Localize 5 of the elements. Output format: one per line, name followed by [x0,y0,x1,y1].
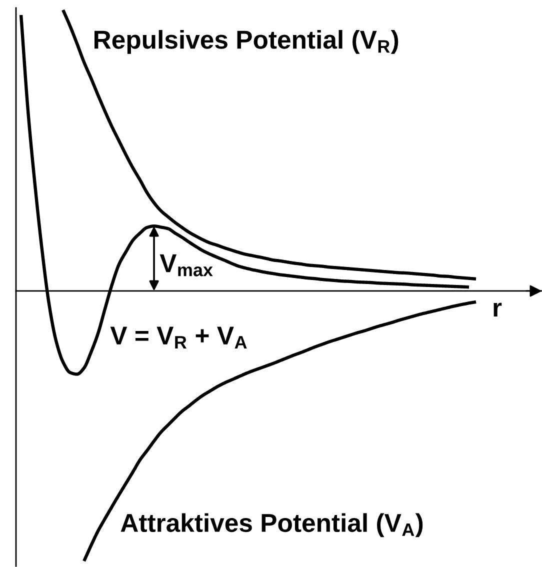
series-label: Attraktives Potential (V$_{A}$) [120,513,423,538]
series-label: V = V$_{R}$ + V$_{A}$ [110,326,247,348]
annotation: V$_{max}$ [160,254,213,276]
series-label: Repulsives Potential (V$_{R}$) [94,30,398,54]
x-axis-title: r [494,302,502,317]
